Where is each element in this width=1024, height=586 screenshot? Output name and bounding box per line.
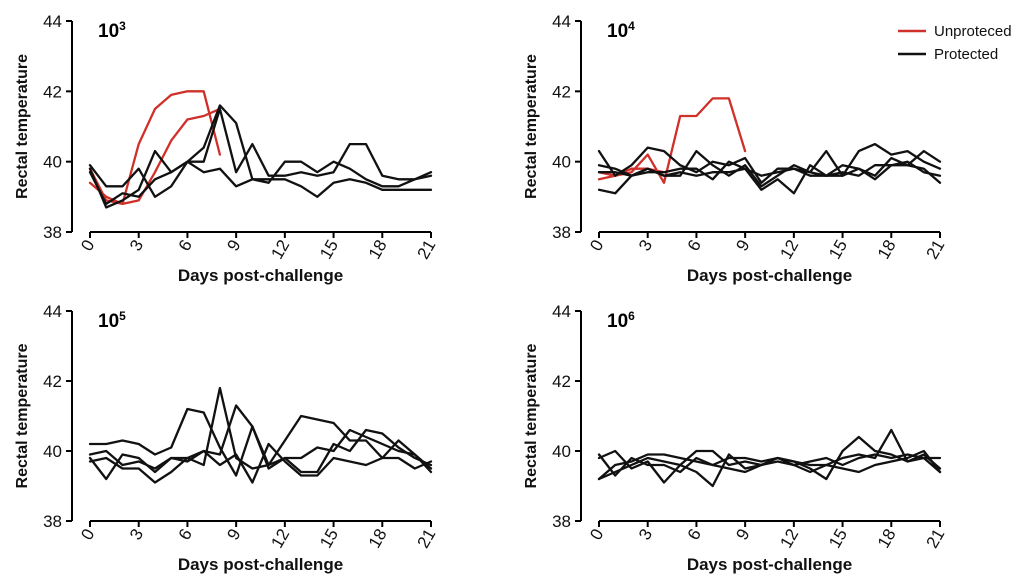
y-tick-label: 44 xyxy=(552,12,571,31)
series-line-protected-4 xyxy=(88,107,433,209)
y-tick-label: 44 xyxy=(43,302,62,321)
x-tick-label: 9 xyxy=(223,526,244,544)
x-tick-label: 15 xyxy=(316,526,342,552)
series-line-protected-5 xyxy=(88,160,433,206)
series-line-unproteced-1 xyxy=(88,107,222,206)
x-tick-label: 18 xyxy=(365,526,391,552)
x-tick-label: 12 xyxy=(776,526,802,552)
x-tick-label: 3 xyxy=(635,526,656,544)
x-tick-label: 9 xyxy=(732,237,753,255)
y-tick-label: 44 xyxy=(552,302,571,321)
series-line-protected-3 xyxy=(597,453,942,477)
y-tick-label: 40 xyxy=(552,442,571,461)
y-tick-label: 42 xyxy=(43,372,62,391)
series-line-protected-6 xyxy=(597,160,942,177)
x-tick-label: 0 xyxy=(77,237,98,255)
x-tick-label: 18 xyxy=(874,237,900,263)
y-tick-label: 44 xyxy=(43,12,62,31)
y-axis-label: Rectal temperature xyxy=(14,54,31,199)
series-line-protected-2 xyxy=(597,435,942,488)
y-tick-label: 40 xyxy=(552,153,571,172)
x-tick-label: 21 xyxy=(923,526,949,552)
x-tick-label: 3 xyxy=(126,526,147,544)
x-tick-label: 6 xyxy=(684,237,705,255)
y-tick-label: 40 xyxy=(43,442,62,461)
x-tick-label: 6 xyxy=(175,526,196,544)
x-tick-label: 9 xyxy=(732,526,753,544)
panel-3: 38 40 42 44 0 3 6 9 12 15 18 21 105 Days post-challen… xyxy=(14,302,439,574)
x-tick-label: 6 xyxy=(175,237,196,255)
x-tick-label: 3 xyxy=(126,237,147,255)
y-tick-label: 42 xyxy=(552,372,571,391)
x-tick-label: 6 xyxy=(684,526,705,544)
panel-title: 105 xyxy=(98,309,126,332)
x-axis-label: Days post-challenge xyxy=(178,555,343,574)
y-tick-label: 40 xyxy=(43,153,62,172)
y-tick-label: 38 xyxy=(43,512,62,531)
series-line-protected-5 xyxy=(597,160,942,195)
x-tick-label: 21 xyxy=(923,237,949,263)
y-axis-label: Rectal temperature xyxy=(523,54,540,199)
legend-label-protected: Protected xyxy=(934,46,998,63)
x-tick-label: 15 xyxy=(825,526,851,552)
panel-title: 104 xyxy=(607,19,635,42)
legend: Unproteced Protected xyxy=(898,23,1012,63)
panel-1: 38 40 42 44 0 3 6 9 12 15 18 21 103 Days post-challen… xyxy=(14,12,439,285)
x-tick-label: 21 xyxy=(414,237,440,263)
x-axis-label: Days post-challenge xyxy=(687,266,852,285)
legend-label-unproteced: Unproteced xyxy=(934,23,1012,40)
panel-2: 38 40 42 44 0 3 6 9 12 15 18 21 104 Days post-challen… xyxy=(523,12,948,285)
series-line-protected-3 xyxy=(88,404,433,484)
panel-4: 38 40 42 44 0 3 6 9 12 15 18 21 106 Days post-challen… xyxy=(523,302,948,574)
series-line-protected-3 xyxy=(597,142,942,184)
series-line-protected-4 xyxy=(597,449,942,481)
x-tick-label: 18 xyxy=(874,526,900,552)
x-tick-label: 0 xyxy=(586,526,607,544)
x-tick-label: 12 xyxy=(267,237,293,263)
y-axis-label: Rectal temperature xyxy=(14,343,31,488)
y-tick-label: 38 xyxy=(552,512,571,531)
x-tick-label: 12 xyxy=(267,526,293,552)
x-axis-label: Days post-challenge xyxy=(687,555,852,574)
y-tick-label: 38 xyxy=(43,223,62,242)
series-line-protected-3 xyxy=(88,104,433,198)
x-tick-label: 0 xyxy=(77,526,98,544)
y-tick-label: 42 xyxy=(552,82,571,101)
x-axis-label: Days post-challenge xyxy=(178,266,343,285)
x-tick-label: 21 xyxy=(414,526,440,552)
y-axis-label: Rectal temperature xyxy=(523,343,540,488)
x-tick-label: 0 xyxy=(586,237,607,255)
series-line-protected-4 xyxy=(88,442,433,484)
y-tick-label: 42 xyxy=(43,82,62,101)
x-tick-label: 3 xyxy=(635,237,656,255)
panel-title: 106 xyxy=(607,309,635,332)
x-tick-label: 9 xyxy=(223,237,244,255)
x-tick-label: 18 xyxy=(365,237,391,263)
x-tick-label: 15 xyxy=(825,237,851,263)
y-tick-label: 38 xyxy=(552,223,571,242)
x-tick-label: 15 xyxy=(316,237,342,263)
panel-title: 103 xyxy=(98,19,126,42)
x-tick-label: 12 xyxy=(776,237,802,263)
